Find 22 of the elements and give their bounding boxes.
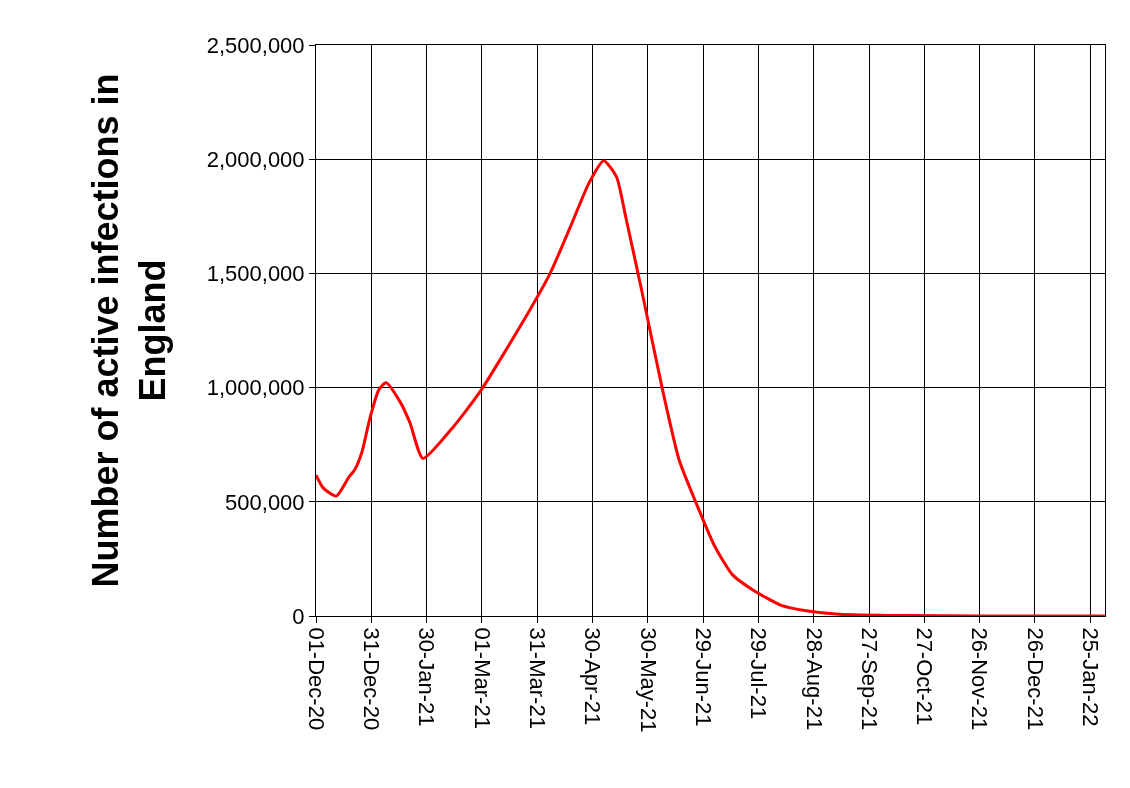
x-tick-label: 29-Jul-21: [746, 627, 772, 720]
y-tick-label: 2,500,000: [206, 32, 305, 58]
x-tick-label: 29-Jun-21: [690, 627, 716, 727]
x-tick-label: 30-May-21: [635, 627, 661, 733]
x-tick-label: 31-Dec-20: [359, 627, 385, 731]
y-tick-label: 0: [292, 603, 305, 629]
x-tick-label: 30-Jan-21: [414, 627, 440, 727]
x-tick-label: 01-Dec-20: [303, 627, 329, 731]
x-tick-label: 30-Apr-21: [580, 627, 606, 726]
y-tick-label: 1,500,000: [206, 261, 305, 287]
x-tick-label: 28-Aug-21: [801, 627, 827, 731]
x-tick-label: 26-Dec-21: [1022, 627, 1048, 731]
y-tick-label: 1,000,000: [206, 375, 305, 401]
y-axis-title: Number of active infections in England: [84, 73, 173, 588]
y-tick-label: 2,000,000: [206, 146, 305, 172]
x-tick-label: 27-Oct-21: [912, 627, 938, 726]
x-tick-label: 25-Jan-22: [1078, 627, 1104, 727]
x-tick-label: 31-Mar-21: [525, 627, 551, 729]
x-tick-label: 26-Nov-21: [967, 627, 993, 731]
y-tick-label: 500,000: [225, 489, 305, 515]
x-tick-label: 01-Mar-21: [469, 627, 495, 729]
x-tick-label: 27-Sep-21: [856, 627, 882, 731]
